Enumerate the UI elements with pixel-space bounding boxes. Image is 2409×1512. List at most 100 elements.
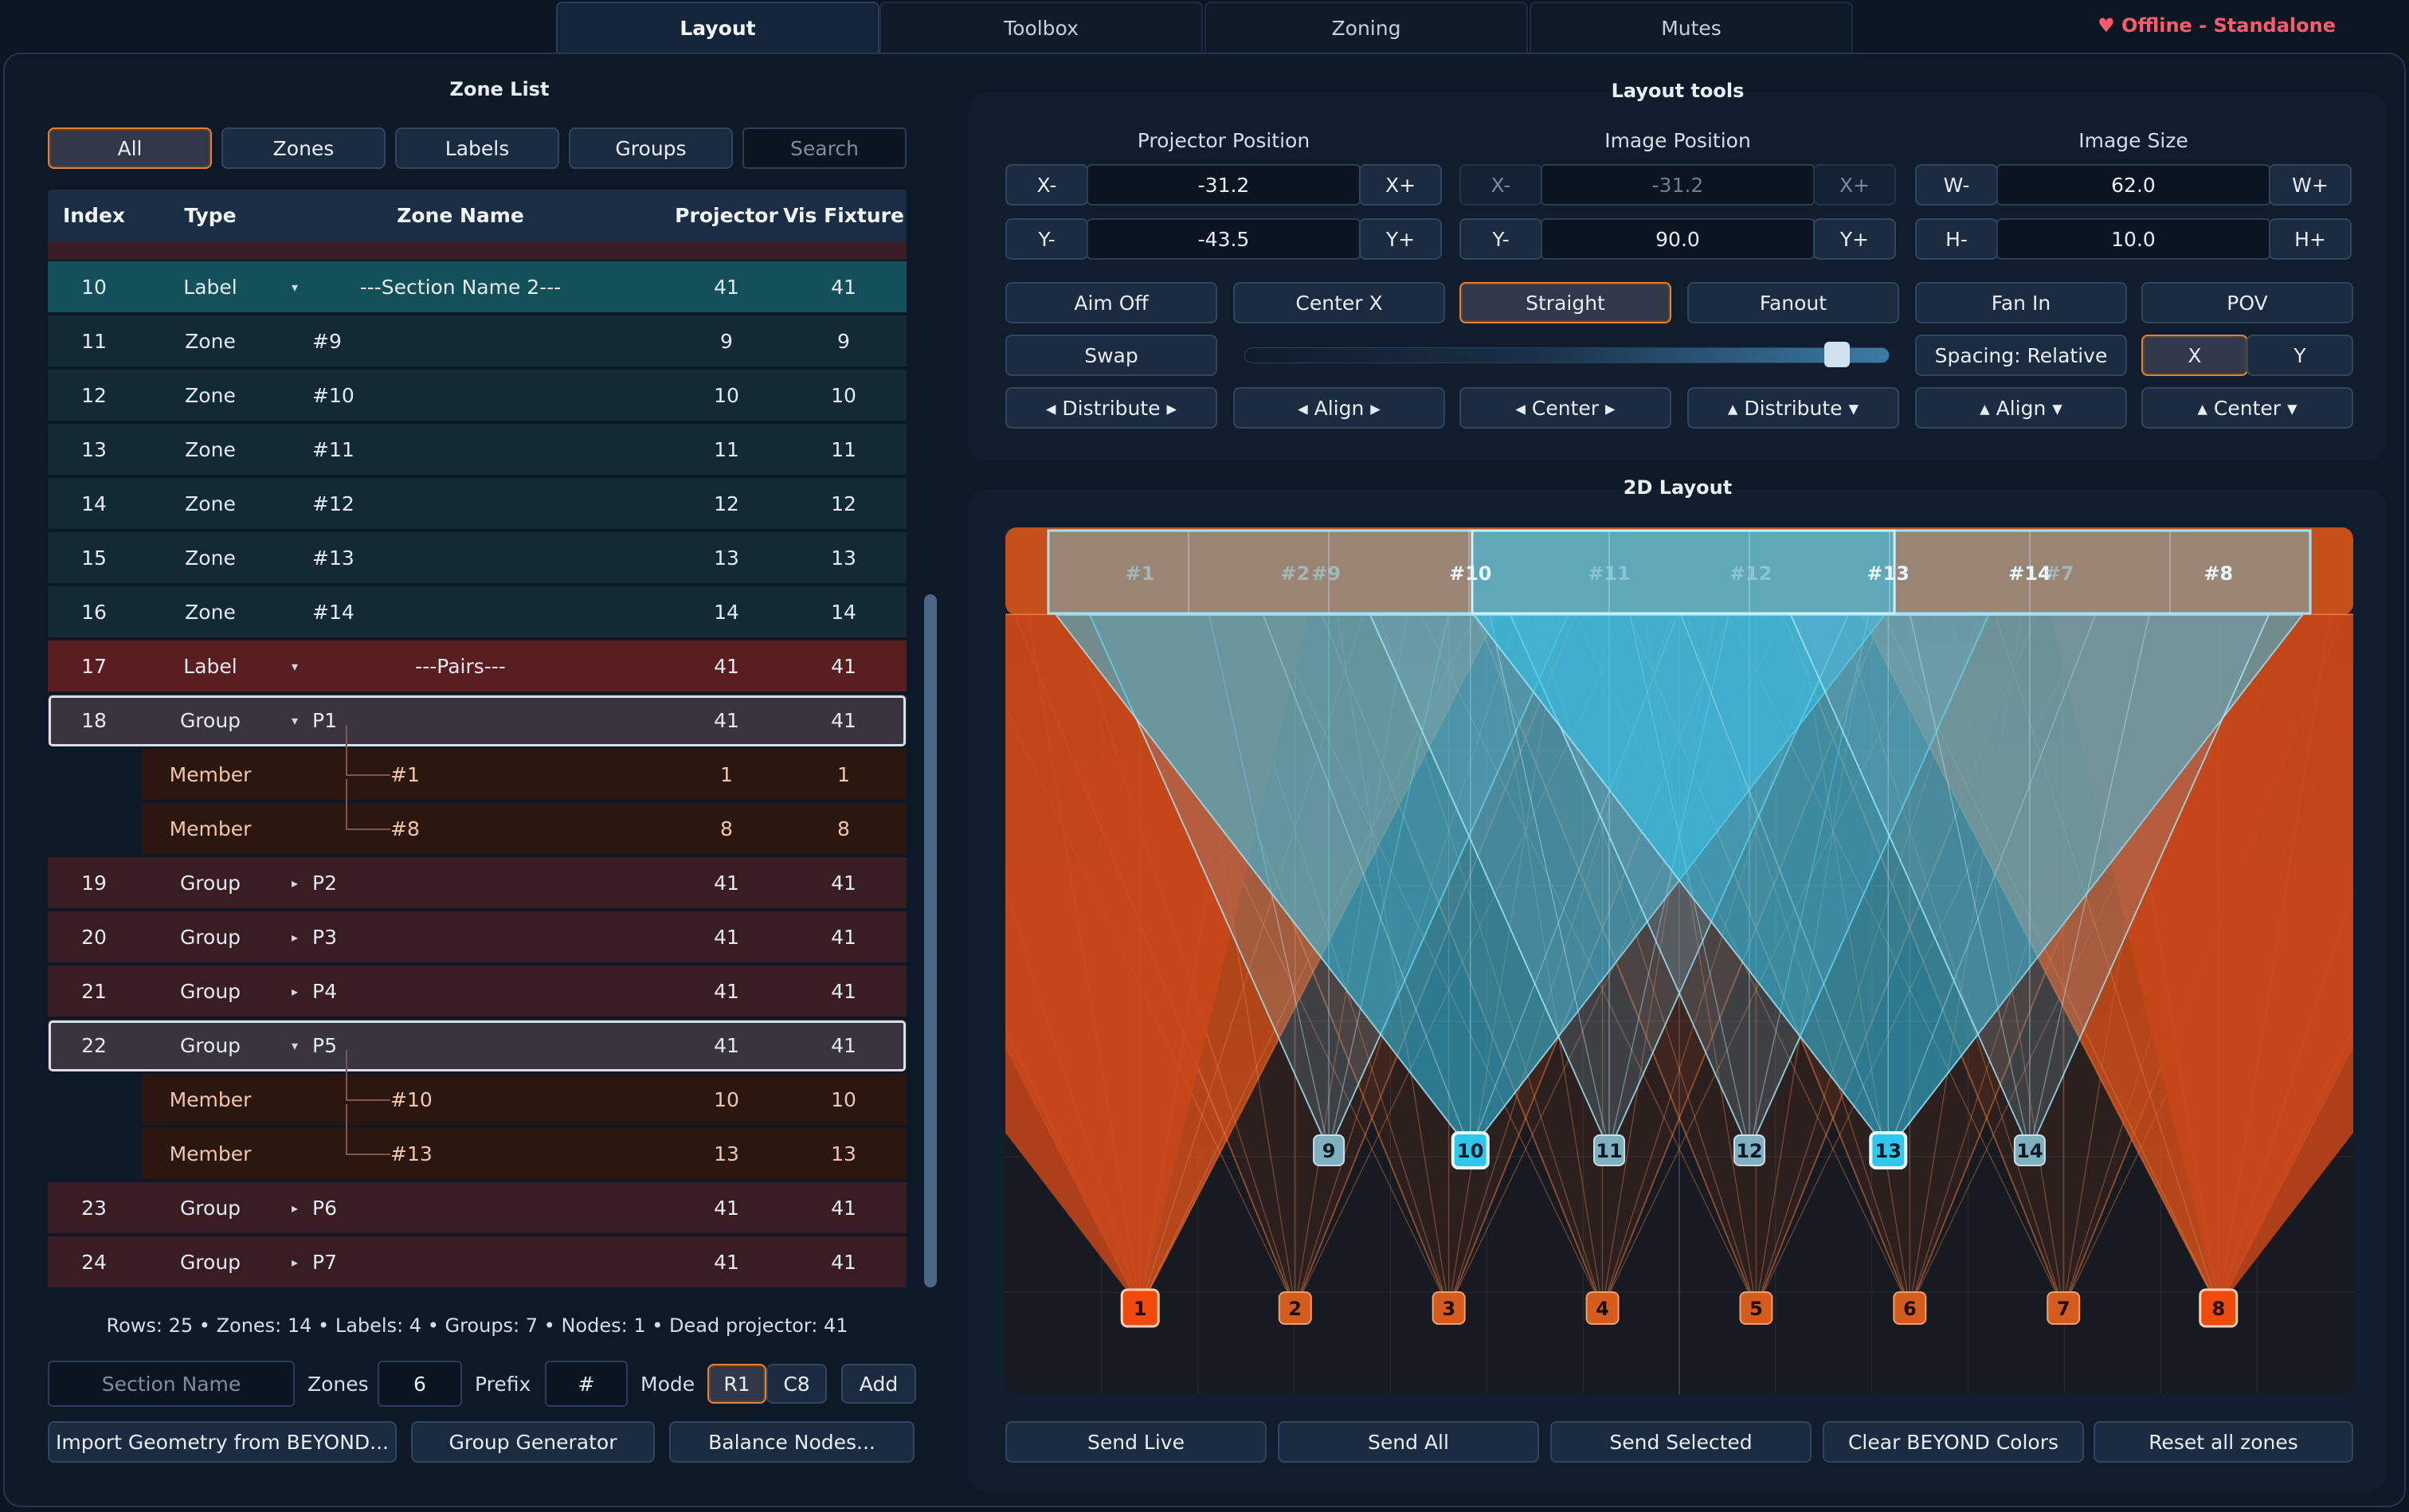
table-row[interactable]: 12 Zone #10 10 10 <box>48 370 907 422</box>
projector-x-field[interactable]: -31.2 <box>1087 164 1361 206</box>
row-expand-toggle[interactable]: ▾ <box>291 280 299 295</box>
table-row[interactable]: 16 Zone #14 14 14 <box>48 586 907 639</box>
projector-node-label[interactable]: 3 <box>1442 1298 1455 1320</box>
search-input[interactable]: Search <box>742 127 907 169</box>
zone-node-label[interactable]: 9 <box>1322 1140 1336 1162</box>
zone-node-label[interactable]: 13 <box>1875 1140 1902 1162</box>
image-height-field[interactable]: 10.0 <box>1996 218 2270 260</box>
projector-node[interactable] <box>2199 1288 2239 1328</box>
projector-node[interactable] <box>1432 1291 1466 1325</box>
col-vis-fixture[interactable]: Vis Fixture <box>783 204 904 227</box>
aim-off-button[interactable]: Aim Off <box>1005 282 1217 323</box>
axis-y-button[interactable]: Y <box>2246 335 2353 376</box>
table-row[interactable]: 18 Group ▾ P1 41 41 <box>48 695 907 747</box>
zone-node[interactable] <box>1869 1131 1908 1169</box>
table-row[interactable]: 13 Zone #11 11 11 <box>48 424 907 476</box>
distribute-horizontal-button[interactable]: ◂ Distribute ▸ <box>1005 387 1217 429</box>
zone-node[interactable] <box>1733 1134 1765 1166</box>
projector-node[interactable] <box>2047 1291 2081 1325</box>
distribute-vertical-button[interactable]: ▴ Distribute ▾ <box>1687 387 1899 429</box>
image-y-plus-button[interactable]: Y+ <box>1813 218 1896 260</box>
send-live-button[interactable]: Send Live <box>1005 1421 1267 1463</box>
filter-groups-button[interactable]: Groups <box>569 127 733 169</box>
fanout-button[interactable]: Fanout <box>1687 282 1899 323</box>
col-zone-name[interactable]: Zone Name <box>397 204 524 227</box>
add-section-button[interactable]: Add <box>841 1364 916 1404</box>
send-all-button[interactable]: Send All <box>1278 1421 1539 1463</box>
projector-node[interactable] <box>1120 1288 1160 1328</box>
col-projector[interactable]: Projector <box>675 204 778 227</box>
tab-mutes[interactable]: Mutes <box>1530 2 1853 53</box>
projector-node-label[interactable]: 8 <box>2211 1298 2225 1320</box>
zone-node[interactable] <box>1593 1134 1626 1166</box>
row-expand-toggle[interactable]: ▸ <box>291 875 299 891</box>
zone-node[interactable] <box>2013 1134 2046 1166</box>
row-expand-toggle[interactable]: ▸ <box>291 1255 299 1270</box>
image-y-field[interactable]: 90.0 <box>1541 218 1815 260</box>
projector-node-label[interactable]: 4 <box>1596 1298 1609 1320</box>
image-y-minus-button[interactable]: Y- <box>1459 218 1542 260</box>
table-row[interactable]: Member #13 13 13 <box>142 1104 907 1181</box>
height-minus-button[interactable]: H- <box>1915 218 1998 260</box>
table-row[interactable]: 14 Zone #12 12 12 <box>48 478 907 531</box>
zone-node-label[interactable]: 14 <box>2016 1140 2043 1162</box>
col-type[interactable]: Type <box>184 204 237 227</box>
filter-labels-button[interactable]: Labels <box>395 127 559 169</box>
col-index[interactable]: Index <box>62 204 126 227</box>
projector-node-label[interactable]: 6 <box>1903 1298 1917 1320</box>
projector-node-label[interactable]: 1 <box>1134 1298 1147 1320</box>
table-row[interactable]: 10 Label ▾ ---Section Name 2--- 41 41 <box>48 261 907 314</box>
table-row[interactable]: 23 Group ▸ P6 41 41 <box>48 1182 907 1235</box>
table-row[interactable]: Member #8 8 8 <box>142 779 907 856</box>
table-row[interactable]: 21 Group ▸ P4 41 41 <box>48 966 907 1018</box>
filter-zones-button[interactable]: Zones <box>221 127 386 169</box>
tab-layout[interactable]: Layout <box>556 2 879 53</box>
width-minus-button[interactable]: W- <box>1915 164 1998 206</box>
align-horizontal-button[interactable]: ◂ Align ▸ <box>1233 387 1445 429</box>
projector-y-plus-button[interactable]: Y+ <box>1359 218 1442 260</box>
axis-x-button[interactable]: X <box>2141 335 2248 376</box>
zone-node[interactable] <box>1451 1131 1490 1169</box>
center-x-button[interactable]: Center X <box>1233 282 1445 323</box>
projector-x-plus-button[interactable]: X+ <box>1359 164 1442 206</box>
height-plus-button[interactable]: H+ <box>2269 218 2352 260</box>
fan-in-button[interactable]: Fan In <box>1915 282 2127 323</box>
projector-node[interactable] <box>1893 1291 1927 1325</box>
slider-handle[interactable] <box>1824 342 1851 367</box>
table-row[interactable]: 11 Zone #9 9 9 <box>48 315 907 368</box>
projector-y-field[interactable]: -43.5 <box>1087 218 1361 260</box>
table-row[interactable]: 20 Group ▸ P3 41 41 <box>48 911 907 964</box>
mode-c8-button[interactable]: C8 <box>766 1364 827 1404</box>
row-expand-toggle[interactable]: ▸ <box>291 930 299 945</box>
group-generator-button[interactable]: Group Generator <box>411 1421 655 1463</box>
table-row[interactable]: 19 Group ▸ P2 41 41 <box>48 857 907 910</box>
row-expand-toggle[interactable]: ▸ <box>291 1201 299 1216</box>
zone-node-label[interactable]: 12 <box>1736 1140 1762 1162</box>
row-expand-toggle[interactable]: ▸ <box>291 984 299 999</box>
zone-node-label[interactable]: 11 <box>1596 1140 1622 1162</box>
tab-toolbox[interactable]: Toolbox <box>879 2 1203 53</box>
zones-count-input[interactable]: 6 <box>378 1361 462 1407</box>
mode-r1-button[interactable]: R1 <box>707 1364 766 1404</box>
image-width-field[interactable]: 62.0 <box>1996 164 2270 206</box>
row-expand-toggle[interactable]: ▾ <box>291 1038 299 1053</box>
width-plus-button[interactable]: W+ <box>2269 164 2352 206</box>
center-horizontal-button[interactable]: ◂ Center ▸ <box>1459 387 1671 429</box>
row-expand-toggle[interactable]: ▾ <box>291 659 299 674</box>
align-vertical-button[interactable]: ▴ Align ▾ <box>1915 387 2127 429</box>
straight-button[interactable]: Straight <box>1459 282 1671 323</box>
row-expand-toggle[interactable]: ▾ <box>291 713 299 728</box>
table-row[interactable]: Member #10 10 10 <box>142 1050 907 1126</box>
zone-node[interactable] <box>1313 1134 1346 1166</box>
projector-node-label[interactable]: 5 <box>1749 1298 1763 1320</box>
projector-node[interactable] <box>1585 1291 1620 1325</box>
layout-2d-canvas[interactable]: #1 #2 #9 #10 #11 #12 #13 #14#7 #89 10 11 12 13 141 2 3 4… <box>1005 527 2353 1394</box>
import-geometry-button[interactable]: Import Geometry from BEYOND... <box>48 1421 397 1463</box>
projector-node[interactable] <box>1739 1291 1773 1325</box>
projector-x-minus-button[interactable]: X- <box>1005 164 1088 206</box>
table-row[interactable]: 22 Group ▾ P5 41 41 <box>48 1020 907 1072</box>
zone-node-label[interactable]: 10 <box>1457 1140 1483 1162</box>
projector-node-label[interactable]: 2 <box>1288 1298 1302 1320</box>
table-row[interactable]: Member #1 1 1 <box>142 725 907 801</box>
prefix-input[interactable]: # <box>545 1361 628 1407</box>
